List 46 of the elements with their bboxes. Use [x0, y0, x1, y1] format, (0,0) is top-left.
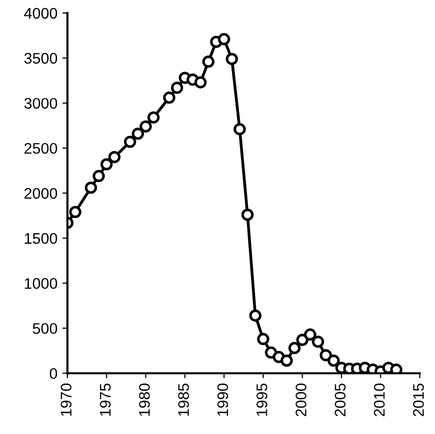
point: [194, 76, 207, 88]
x-tick-label: 2010: [374, 384, 385, 416]
point: [92, 170, 105, 182]
point: [320, 349, 332, 362]
y-tick-label: 1000: [24, 278, 58, 289]
point: [202, 56, 214, 68]
point: [84, 182, 98, 194]
x-tick-label: 2000: [296, 384, 306, 416]
x-tick-label: 1970: [60, 384, 72, 416]
point: [218, 33, 230, 46]
point: [241, 208, 254, 221]
point: [234, 123, 246, 136]
point: [296, 334, 308, 346]
y-tick-label: 1500: [24, 233, 58, 244]
point: [132, 128, 144, 140]
point: [108, 150, 121, 164]
point: [249, 309, 262, 322]
y-tick-label: 2000: [24, 188, 58, 199]
point: [124, 136, 136, 148]
y-tick-label: 4000: [24, 8, 58, 19]
point: [390, 364, 402, 374]
y-tick-label: 3500: [24, 52, 58, 64]
point: [163, 92, 176, 104]
point: [257, 332, 270, 346]
point: [288, 342, 301, 354]
x-tick-label: 1975: [100, 384, 111, 416]
point: [312, 336, 324, 348]
y-tick-label: 0: [50, 368, 58, 379]
y-tick-label: 500: [32, 323, 58, 334]
point: [170, 82, 184, 94]
point: [147, 111, 160, 124]
point: [280, 354, 293, 367]
point: [100, 158, 113, 170]
x-tick-label: 1980: [139, 384, 150, 416]
point: [304, 328, 316, 341]
y-tick-label: 2500: [24, 142, 58, 154]
y-tick-label: 3000: [24, 98, 58, 109]
x-tick-label: 1995: [256, 384, 268, 416]
x-tick-label: 1985: [178, 384, 189, 416]
x-tick-label: 1990: [217, 384, 228, 416]
point: [69, 206, 82, 218]
x-tick-label: 2015: [413, 384, 424, 416]
point: [328, 354, 340, 367]
x-tick-label: 2005: [334, 384, 346, 416]
point: [140, 120, 152, 133]
point: [226, 52, 238, 66]
